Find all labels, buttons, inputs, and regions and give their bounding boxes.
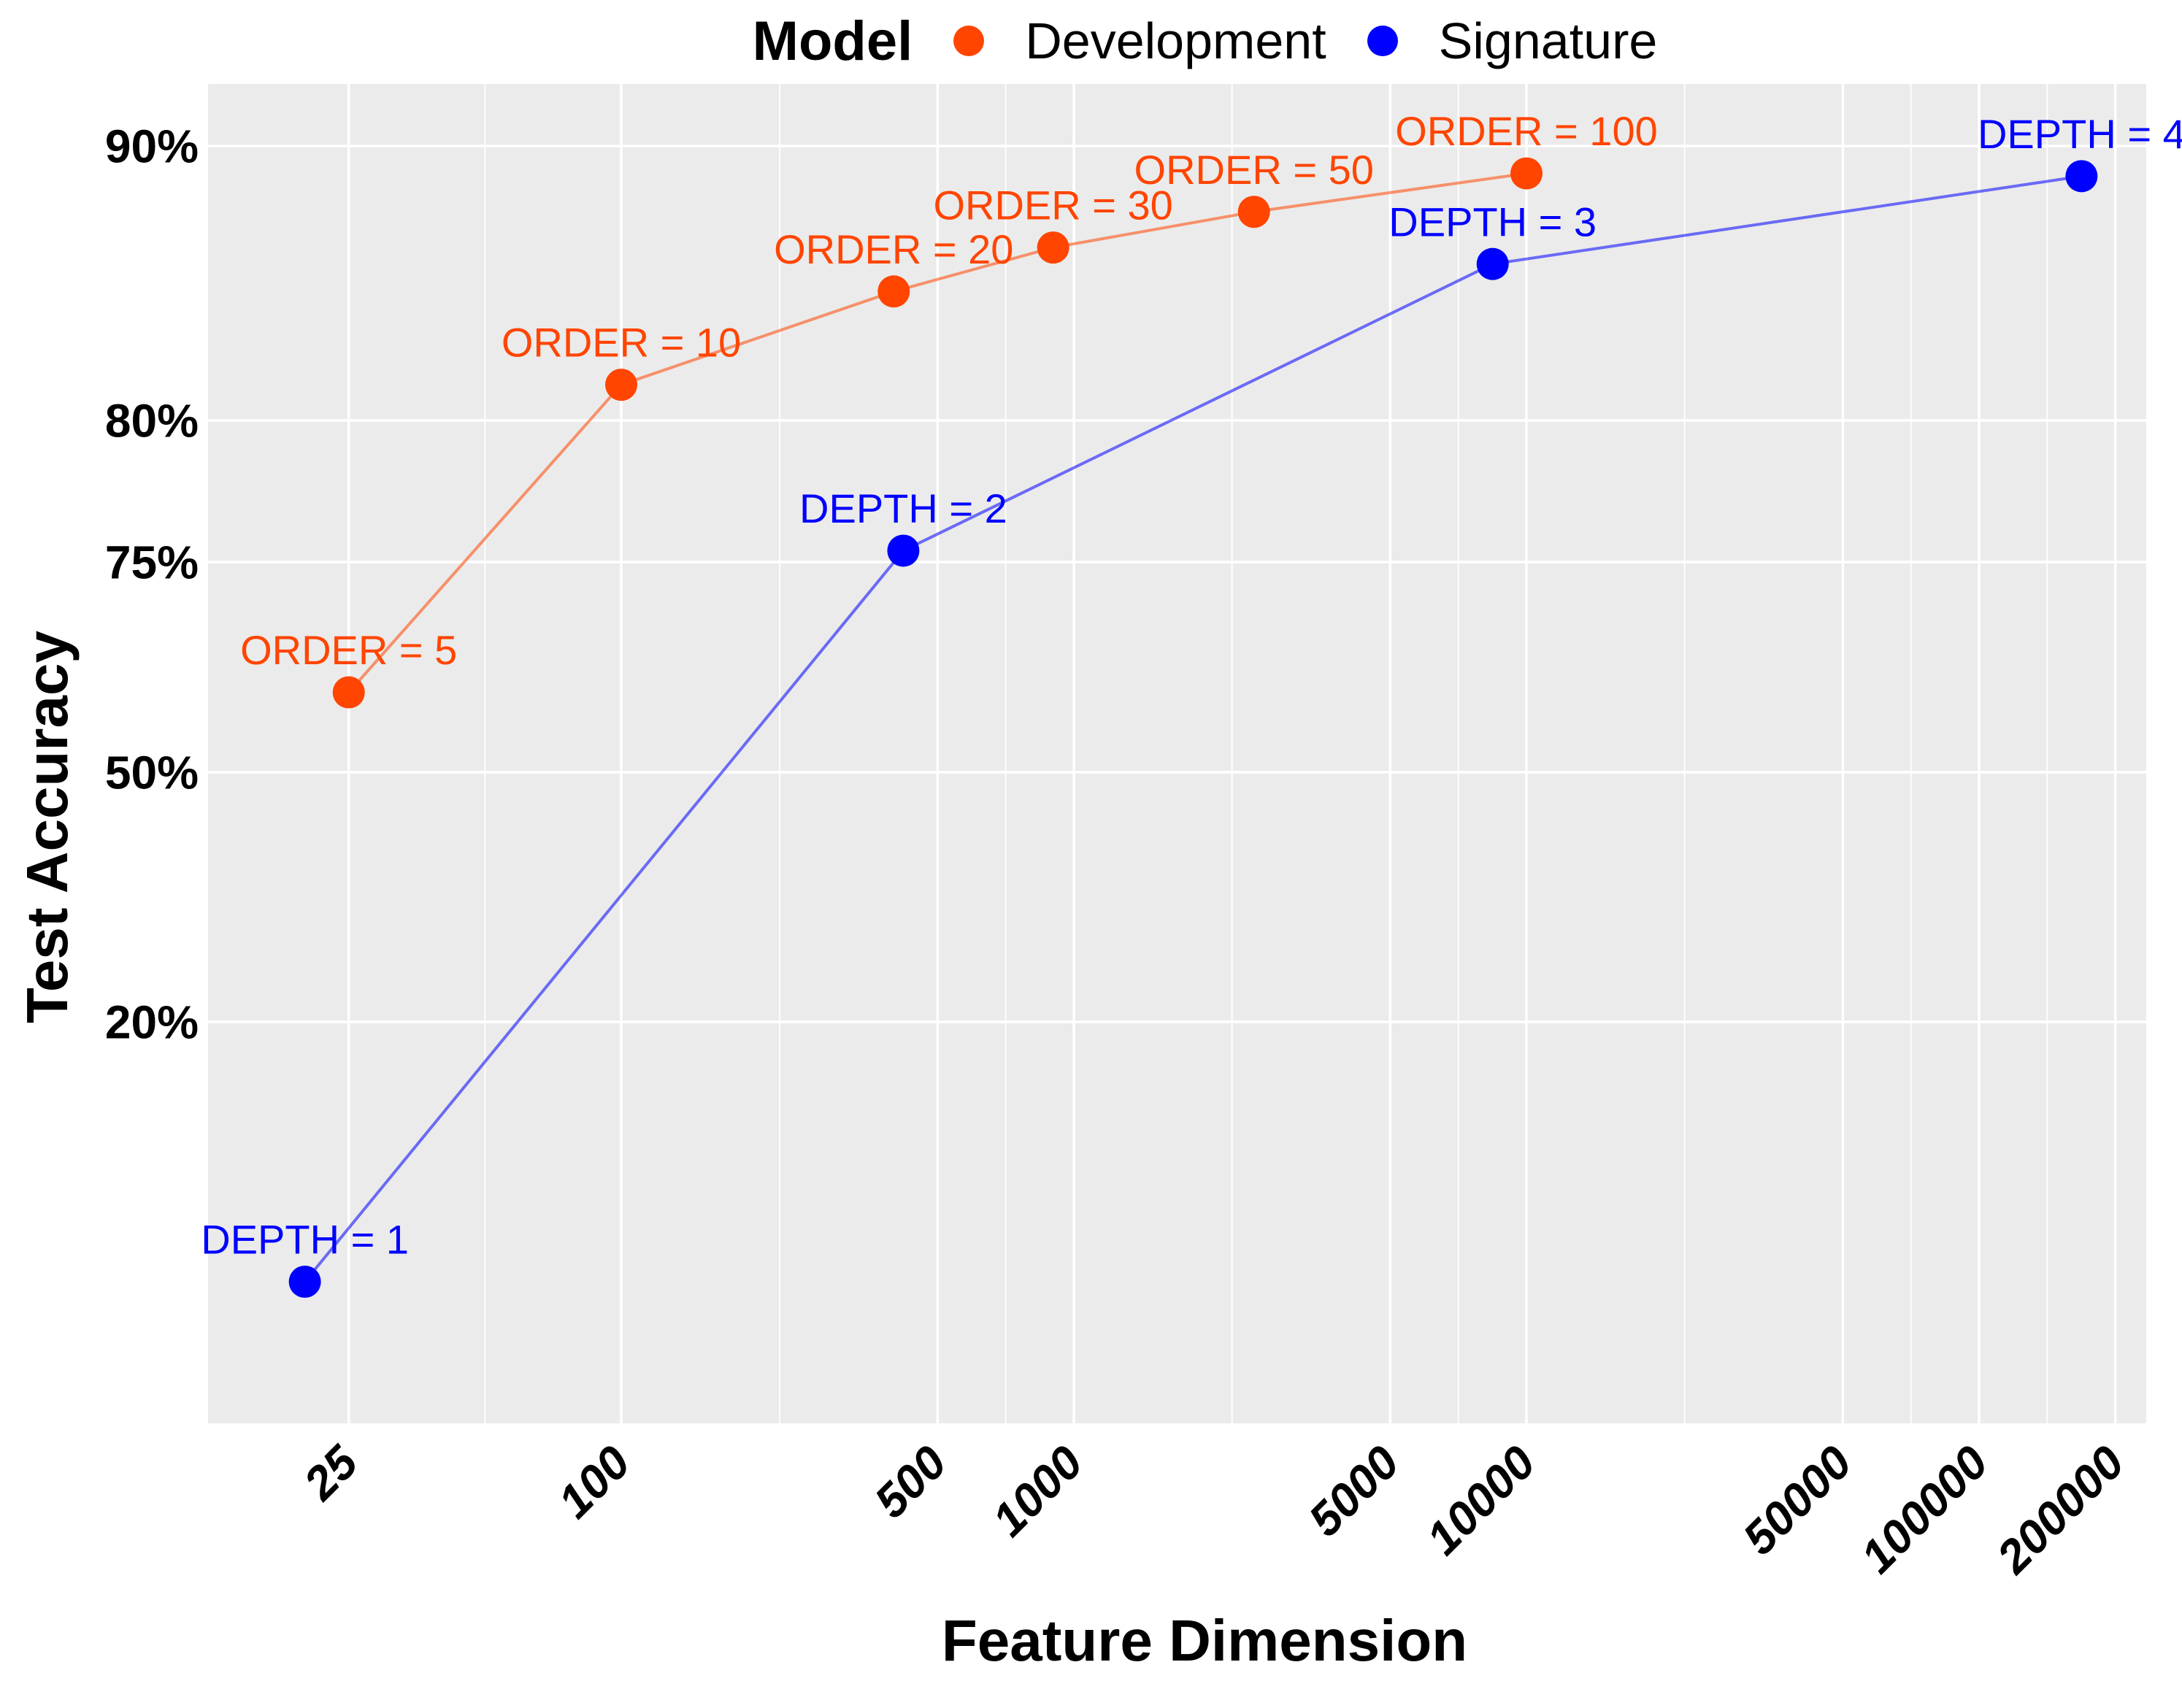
point-label: ORDER = 30 [933, 182, 1172, 228]
legend-label-development: Development [1025, 12, 1326, 69]
y-tick-label: 90% [105, 120, 199, 172]
point-label: ORDER = 100 [1395, 108, 1658, 154]
point-label: ORDER = 20 [774, 226, 1013, 272]
legend-title: Model [752, 9, 913, 72]
data-point [288, 1266, 321, 1298]
legend-item-signature: Signature [1367, 12, 1658, 70]
data-point [1476, 247, 1509, 280]
panel-background [208, 84, 2146, 1423]
x-tick-label: 10000 [1416, 1436, 1545, 1565]
y-tick-label: 80% [105, 394, 199, 447]
x-tick-label: 25 [293, 1435, 369, 1510]
data-point [332, 676, 365, 709]
point-label: DEPTH = 1 [201, 1217, 409, 1263]
point-label: ORDER = 50 [1134, 147, 1374, 193]
x-tick-label: 200000 [1986, 1436, 2135, 1584]
legend-item-development: Development [953, 12, 1326, 70]
x-tick-label: 50000 [1733, 1436, 1862, 1565]
data-point [877, 275, 910, 308]
legend: Model Development Signature [228, 4, 2182, 77]
x-tick-label: 1000 [982, 1436, 1093, 1547]
y-tick-label: 50% [105, 746, 199, 799]
data-point [1037, 231, 1069, 264]
x-tick-label: 5000 [1299, 1436, 1410, 1547]
data-point [1510, 157, 1543, 190]
point-label: DEPTH = 2 [799, 485, 1007, 531]
data-point [1237, 196, 1270, 228]
data-point [605, 369, 637, 401]
y-axis-title: Test Accuracy [15, 630, 80, 1024]
data-point [2065, 160, 2098, 193]
data-point [887, 534, 920, 567]
x-tick-label: 500 [864, 1436, 956, 1528]
point-label: ORDER = 5 [240, 627, 457, 673]
x-axis-title: Feature Dimension [941, 1608, 1468, 1673]
legend-label-signature: Signature [1438, 12, 1658, 69]
development-dot-icon [953, 26, 985, 56]
signature-dot-icon [1367, 26, 1398, 56]
series-line-development [347, 172, 1527, 693]
point-label: DEPTH = 4 [1978, 111, 2182, 157]
x-tick-label: 100000 [1851, 1436, 1998, 1583]
point-label: ORDER = 10 [502, 320, 741, 366]
x-tick-label: 100 [548, 1436, 639, 1528]
y-tick-label: 20% [105, 996, 199, 1048]
series-line-signature [304, 174, 2082, 1283]
y-tick-label: 75% [105, 536, 199, 588]
point-label: DEPTH = 3 [1388, 199, 1597, 245]
